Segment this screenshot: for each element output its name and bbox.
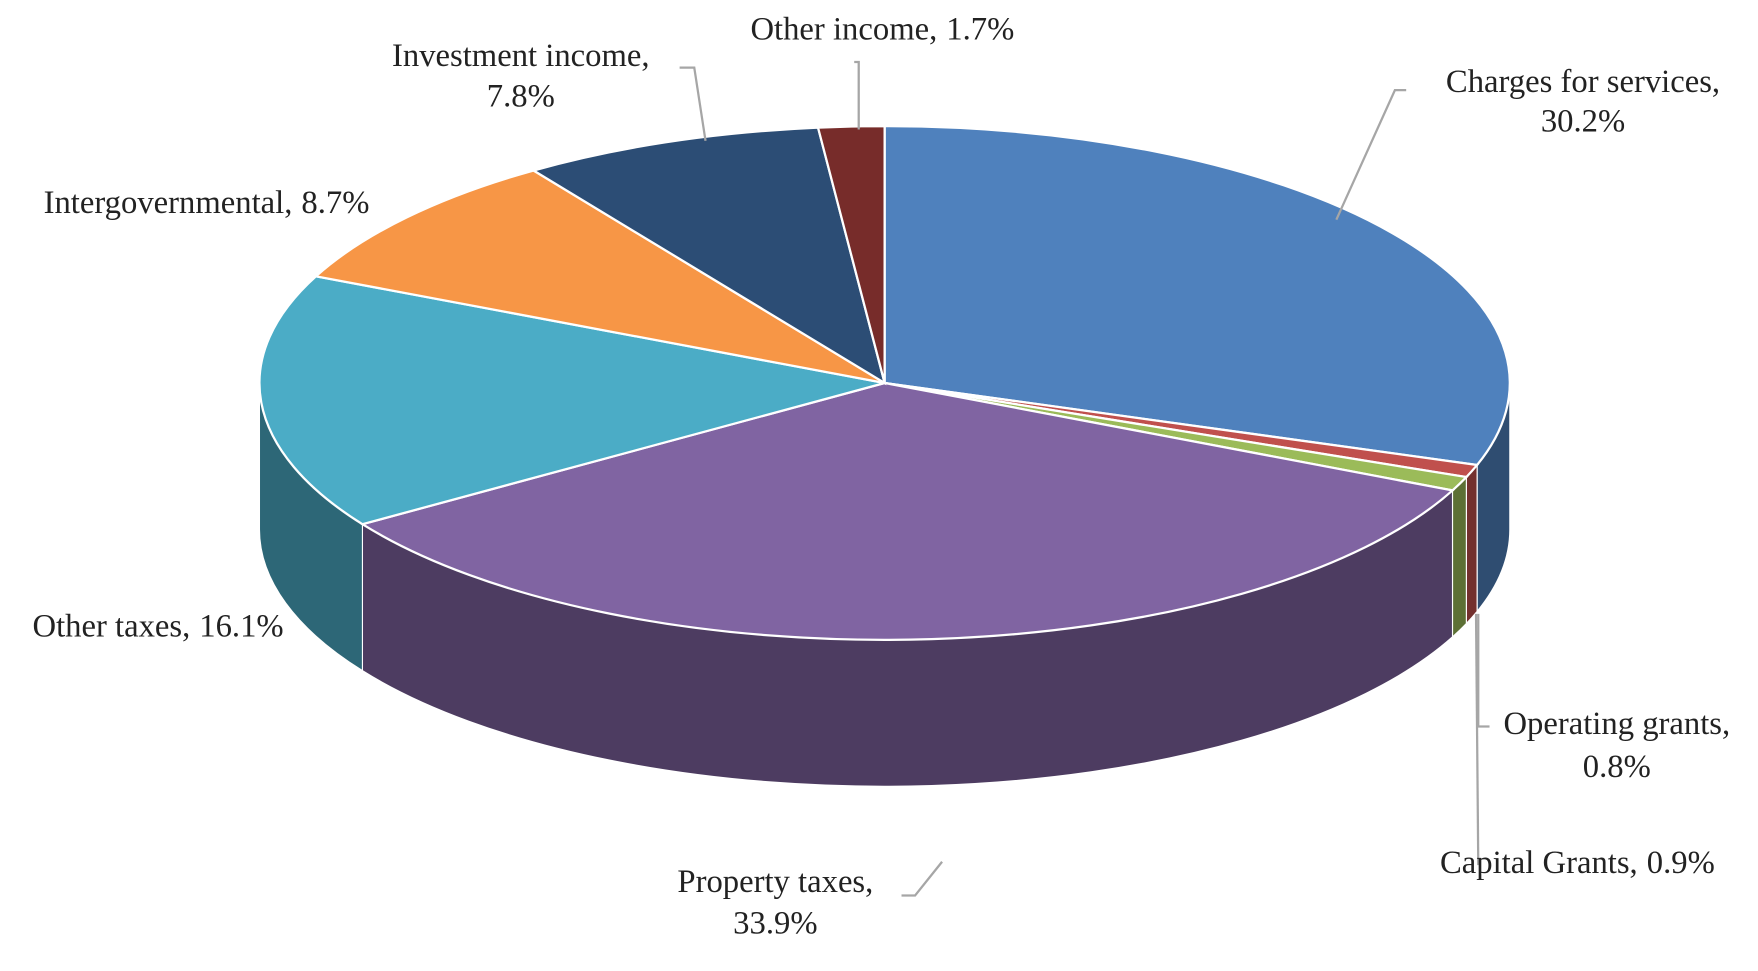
label-value: 33.9% (733, 905, 817, 941)
label-value: 16.1% (199, 608, 283, 644)
leader-line (854, 60, 860, 130)
label-value: 0.8% (1583, 749, 1651, 785)
leader-line (1477, 613, 1490, 728)
label-value: 8.7% (301, 185, 369, 221)
label-value: 1.7% (946, 11, 1014, 47)
leader-line (1335, 88, 1407, 221)
leader-line (901, 861, 943, 897)
label-value: 0.9% (1647, 845, 1715, 881)
label-name: Operating grants, (1503, 706, 1730, 742)
label-name: Investment income, (392, 38, 650, 74)
label-name: Property taxes, (677, 864, 873, 900)
pie-slice (313, 169, 886, 385)
label-name: Other taxes, (32, 608, 190, 644)
pie-slice (816, 125, 886, 384)
label-value: 30.2% (1541, 103, 1625, 139)
pie-slice (883, 125, 1511, 467)
data-label: Other income, 1.7% (750, 11, 1014, 47)
pie-slice (530, 126, 887, 386)
label-value: 7.8% (487, 79, 555, 115)
data-labels: Charges for services,30.2% Operating gran… (32, 11, 1730, 941)
label-name: Intergovernmental, (44, 185, 293, 221)
pie-side (1465, 463, 1478, 625)
data-label: Capital Grants, 0.9% (1440, 845, 1715, 881)
leader-line (679, 66, 707, 141)
data-label: Intergovernmental, 8.7% (44, 185, 370, 221)
label-name: Other income, (750, 11, 937, 47)
leader-line (1474, 613, 1480, 866)
pie-slice (258, 275, 885, 526)
data-label: Other taxes, 16.1% (32, 608, 283, 644)
pie-tops (258, 125, 1511, 641)
pie-slice (359, 381, 1455, 641)
pie-sides (258, 382, 1511, 787)
label-name: Charges for services, (1446, 64, 1720, 100)
pie-side (1451, 475, 1467, 639)
label-name: Capital Grants, (1440, 845, 1638, 881)
